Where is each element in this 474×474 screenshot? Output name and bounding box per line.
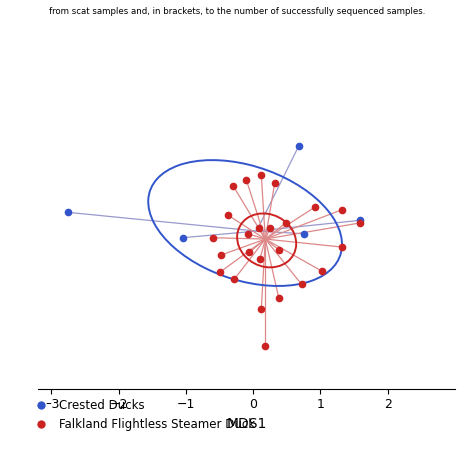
Text: from scat samples and, in brackets, to the number of successfully sequenced samp: from scat samples and, in brackets, to t… bbox=[49, 7, 425, 16]
X-axis label: MDS1: MDS1 bbox=[226, 417, 267, 431]
Legend: Crested Ducks, Falkland Flightless Steamer Duck: Crested Ducks, Falkland Flightless Steam… bbox=[29, 399, 255, 431]
